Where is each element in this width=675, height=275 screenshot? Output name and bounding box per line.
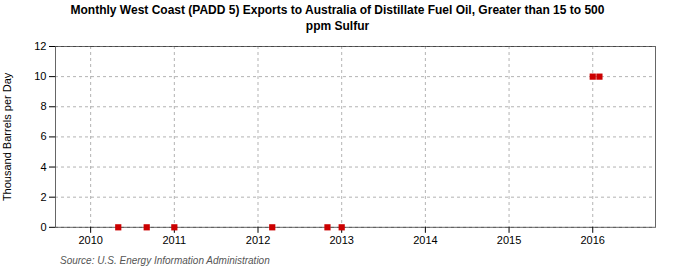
html-text:Source: U.S. Energy Informatio: Source: U.S. Energy Information Administ… <box>60 255 270 266</box>
svg-text:10: 10 <box>34 70 46 82</box>
svg-text:2010: 2010 <box>78 234 102 246</box>
svg-text:2016: 2016 <box>580 234 604 246</box>
svg-text:Thousand Barrels per Day: Thousand Barrels per Day <box>1 72 13 201</box>
svg-text:2013: 2013 <box>329 234 353 246</box>
html-text:Monthly West Coast (PADD 5) Ex: Monthly West Coast (PADD 5) Exports to A… <box>70 3 605 33</box>
svg-text:8: 8 <box>40 100 46 112</box>
svg-text:2012: 2012 <box>246 234 270 246</box>
svg-text:2: 2 <box>40 191 46 203</box>
svg-text:2015: 2015 <box>497 234 521 246</box>
svg-text:2011: 2011 <box>163 234 187 246</box>
svg-text:6: 6 <box>40 131 46 143</box>
svg-text:2014: 2014 <box>413 234 437 246</box>
svg-text:4: 4 <box>40 161 46 173</box>
svg-text:12: 12 <box>34 40 46 52</box>
svg-text:0: 0 <box>40 221 46 233</box>
